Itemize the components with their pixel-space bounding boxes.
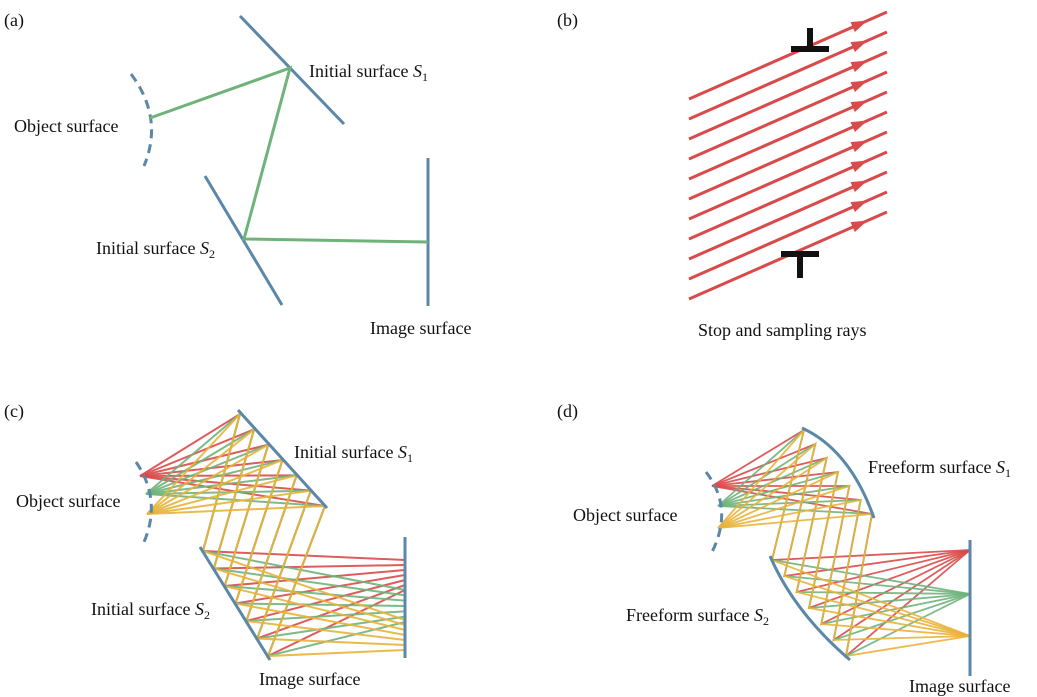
ray-path	[717, 498, 971, 641]
panel-b-stop-top	[791, 28, 829, 52]
panel-a-tag: (a)	[4, 10, 24, 31]
ray-arrowhead	[850, 180, 868, 193]
ray-path	[717, 441, 971, 637]
panel-a-chief-ray	[149, 65, 429, 244]
ray-arrowhead	[850, 100, 868, 113]
ray-path	[146, 504, 406, 658]
ray-path	[146, 489, 406, 646]
ray-path	[146, 413, 406, 621]
ray-arrowhead	[850, 140, 868, 153]
ray-arrowhead	[850, 80, 868, 93]
ray-path	[146, 426, 406, 626]
panel-d-object-surface	[704, 471, 724, 553]
panel-b: (b) Stop and sampling rays	[557, 10, 888, 340]
ray-arrowhead	[850, 200, 868, 213]
panel-d-tag: (d)	[557, 401, 578, 422]
panel-a-s1-label: Initial surface S1	[309, 61, 428, 84]
ray-arrowhead	[850, 120, 868, 133]
panel-c-ray-bundles	[139, 411, 406, 658]
panel-d-image-label: Image surface	[909, 676, 1010, 696]
ray-arrowhead	[850, 20, 868, 33]
ray-path	[711, 428, 971, 561]
ray-path	[717, 512, 971, 658]
panel-b-caption: Stop and sampling rays	[698, 320, 867, 340]
ray-path	[717, 470, 971, 637]
panel-d-ray-bundles	[711, 427, 971, 659]
panel-d-s2-label: Freeform surface S2	[626, 605, 769, 628]
panel-d-s1-label: Freeform surface S1	[868, 457, 1011, 480]
ray-path	[146, 442, 406, 631]
panel-b-stop-bottom	[781, 251, 819, 278]
panel-c-s1-label: Initial surface S1	[294, 442, 413, 465]
panel-b-tag: (b)	[557, 10, 578, 31]
panel-d-surface-s2	[768, 555, 851, 662]
panel-c: (c) Object surface Initial surface S1 In…	[4, 401, 413, 689]
ray-arrowhead	[850, 220, 868, 233]
panel-d-surface-s1	[801, 426, 876, 519]
panel-c-tag: (c)	[4, 401, 24, 422]
panel-c-image-label: Image surface	[259, 669, 360, 689]
panel-a-surface-s2	[203, 175, 284, 306]
ray-arrowhead	[850, 40, 868, 53]
ray-path	[146, 473, 406, 641]
panel-a-image-label: Image surface	[370, 318, 471, 338]
ray-arrowhead	[850, 160, 868, 173]
panel-a-object-label: Object surface	[14, 116, 118, 136]
panel-c-s2-label: Initial surface S2	[91, 599, 210, 622]
panel-c-object-label: Object surface	[16, 491, 120, 511]
panel-d-object-label: Object surface	[573, 505, 677, 525]
panel-a: (a) Object surface Initial surface S1 In…	[4, 10, 471, 338]
panel-c-surface-s1	[236, 408, 329, 510]
ray-arrowhead	[850, 60, 868, 73]
panel-c-object-surface	[134, 461, 153, 543]
ray-path	[717, 456, 971, 637]
panel-a-s2-label: Initial surface S2	[96, 238, 215, 261]
ray-path	[146, 458, 406, 636]
panel-d: (d) Object surface Freeform surface S1 F…	[557, 401, 1011, 696]
panel-c-surface-s2	[198, 546, 272, 661]
panel-a-surface-s1	[238, 14, 346, 126]
ray-path	[717, 456, 971, 595]
panel-a-object-surface	[129, 73, 154, 167]
panel-b-sampling-rays	[688, 10, 888, 301]
ray-path	[717, 484, 971, 637]
